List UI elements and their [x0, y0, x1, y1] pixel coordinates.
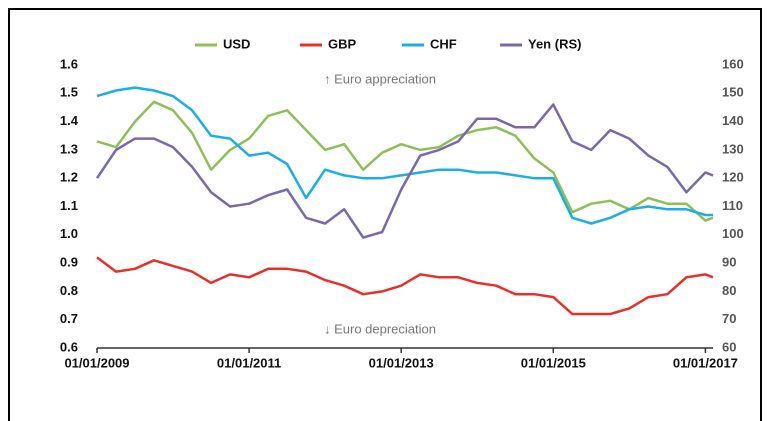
y-tick-label: 1.0: [60, 226, 78, 241]
y-tick-label: 1.6: [60, 56, 78, 71]
y2-tick-label: 160: [722, 56, 744, 71]
annotation: ↓ Euro depreciation: [324, 321, 436, 336]
x-tick-label: 01/01/2009: [64, 355, 129, 370]
y2-tick-label: 110: [722, 198, 743, 213]
y2-tick-label: 80: [722, 283, 736, 298]
frame: [8, 8, 762, 421]
legend-label: CHF: [430, 36, 457, 51]
y-tick-label: 1.2: [60, 170, 78, 185]
y2-tick-label: 70: [722, 311, 736, 326]
y2-tick-label: 60: [722, 339, 736, 354]
y-tick-label: 0.7: [60, 311, 78, 326]
y2-tick-label: 130: [722, 141, 744, 156]
y2-tick-label: 150: [722, 85, 744, 100]
y-tick-label: 1.5: [60, 85, 78, 100]
y2-tick-label: 120: [722, 170, 744, 185]
y2-tick-label: 140: [722, 113, 744, 128]
annotation-box: [304, 318, 464, 340]
y2-tick-label: 100: [722, 226, 744, 241]
annotation: ↑ Euro appreciation: [324, 71, 436, 86]
legend-label: Yen (RS): [528, 36, 581, 51]
series-line: [96, 100, 714, 222]
x-tick-label: 01/01/2017: [673, 355, 738, 370]
x-tick-label: 01/01/2011: [217, 355, 281, 370]
x-tick-label: 01/01/2015: [521, 355, 586, 370]
series-line: [96, 86, 713, 225]
y-tick-label: 0.9: [60, 255, 78, 270]
y-tick-label: 1.4: [60, 113, 79, 128]
y2-tick-label: 90: [722, 255, 736, 270]
series-line: [96, 256, 714, 316]
x-tick-label: 01/01/2013: [369, 355, 434, 370]
y-tick-label: 1.3: [60, 141, 78, 156]
y-tick-label: 0.6: [60, 339, 78, 354]
y-tick-label: 0.8: [60, 283, 78, 298]
series-line: [95, 103, 714, 239]
legend-label: USD: [223, 36, 250, 51]
y-tick-label: 1.1: [60, 198, 78, 213]
legend-label: GBP: [328, 36, 357, 51]
